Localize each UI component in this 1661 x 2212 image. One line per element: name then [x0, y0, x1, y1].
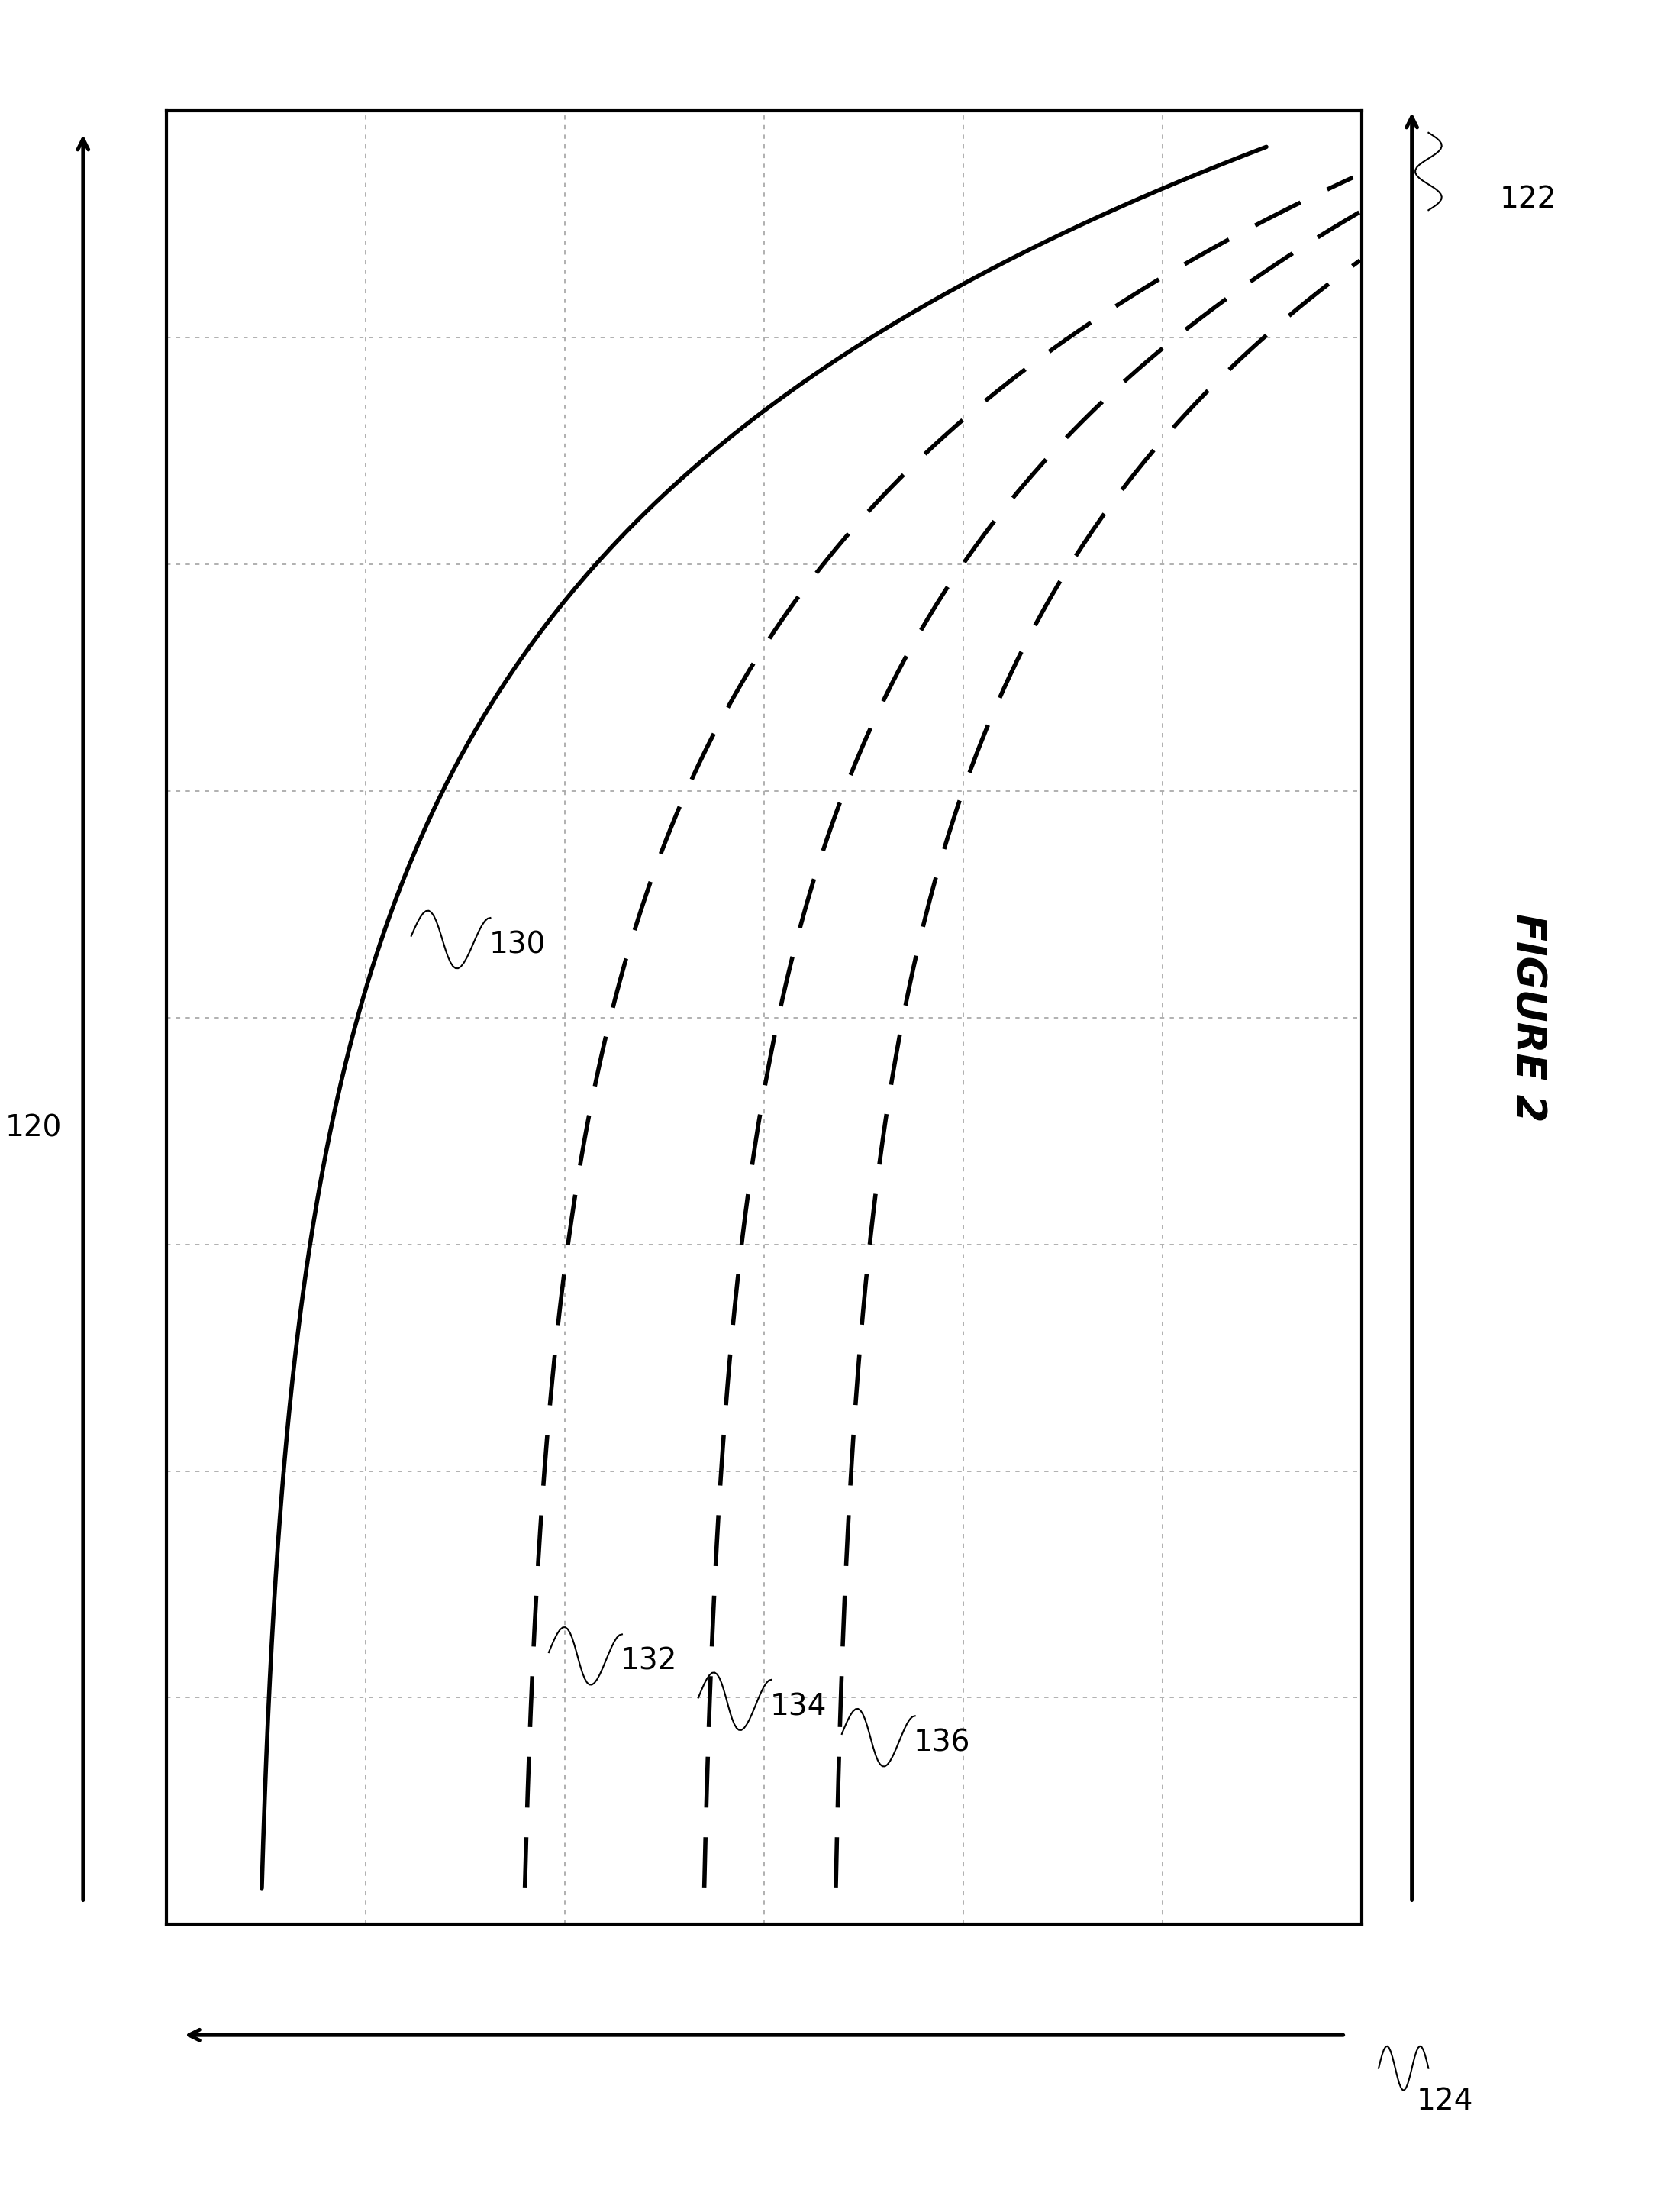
Text: 130: 130: [488, 931, 546, 960]
Text: 122: 122: [1500, 184, 1556, 215]
Text: 132: 132: [621, 1648, 678, 1677]
Text: 120: 120: [5, 1113, 61, 1144]
Text: 124: 124: [1417, 2086, 1473, 2117]
Text: FIGURE 2: FIGURE 2: [1508, 914, 1548, 1121]
Text: 134: 134: [771, 1692, 827, 1721]
Text: 136: 136: [914, 1728, 970, 1759]
